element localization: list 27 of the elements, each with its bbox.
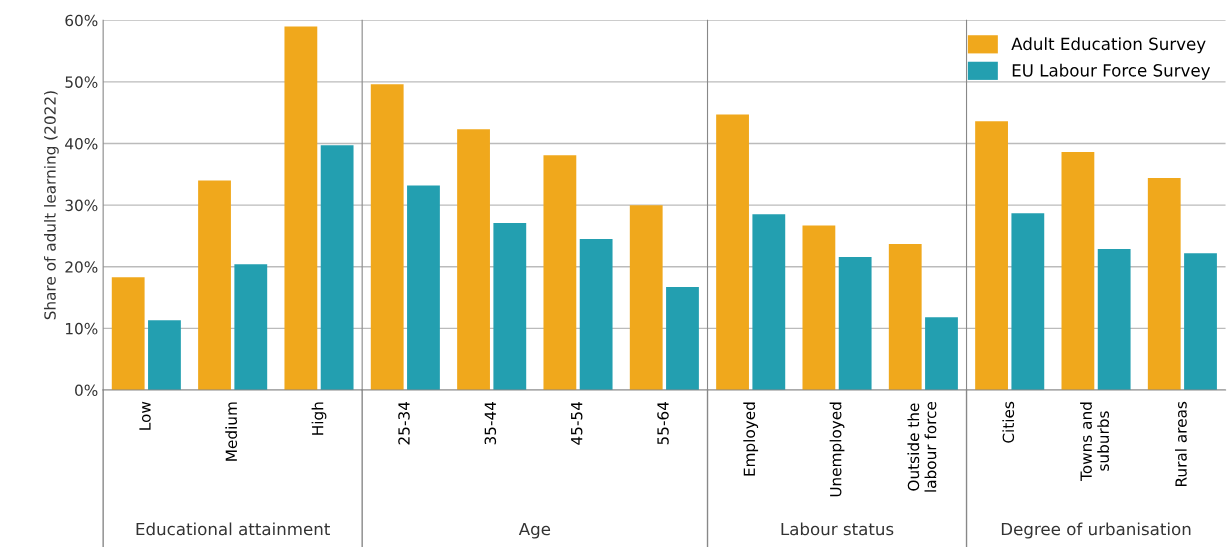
x-axis-title: Degree of urbanisation [1001, 522, 1191, 539]
x-tick-label: Cities [1002, 401, 1015, 443]
x-tick-label: Unemployed [829, 402, 845, 497]
y-tick-label: 60% [65, 14, 98, 27]
x-axis-title: Age [518, 522, 551, 539]
y-tick-label: 0% [75, 384, 98, 397]
x-tick-label: 25-34 [398, 401, 410, 445]
x-axis-title: Educational attainment [136, 522, 330, 536]
x-tick-label: Low [139, 401, 151, 430]
y-axis-title: Share of adult learning (2022) [43, 91, 59, 320]
y-tick-label: 20% [65, 261, 98, 273]
x-tick-label: Employed [743, 402, 759, 476]
y-tick-label: 40% [65, 137, 98, 150]
x-tick-label: 35-44 [484, 401, 497, 445]
y-tick-label: 50% [65, 76, 98, 88]
x-tick-label: High [311, 402, 327, 435]
legend-label: EU Labour Force Survey [1012, 63, 1211, 80]
y-tick-label: 10% [66, 322, 98, 335]
x-tick-label: Outside the labour force [907, 401, 937, 492]
x-tick-label: 45-54 [571, 401, 583, 445]
x-tick-label: Rural areas [1174, 401, 1187, 486]
y-tick-label: 30% [65, 199, 98, 212]
x-tick-label: Medium [225, 402, 238, 461]
legend-label: Adult Education Survey [1011, 37, 1206, 54]
x-tick-label: Towns and suburbs [1080, 402, 1110, 481]
x-tick-label: 55-64 [657, 401, 669, 445]
x-axis-title: Labour status [781, 522, 894, 536]
